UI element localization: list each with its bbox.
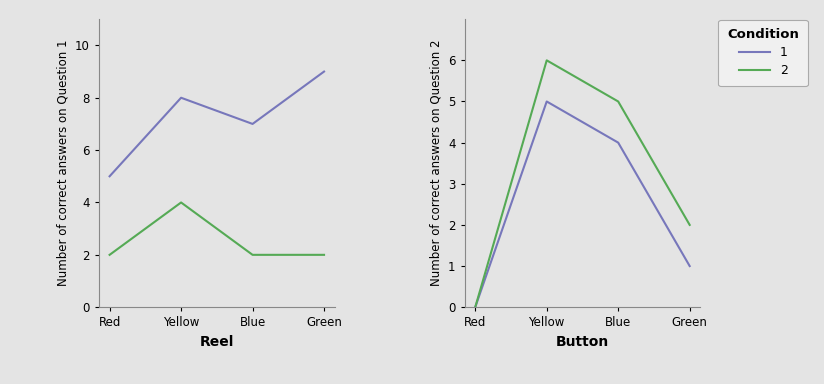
Y-axis label: Number of correct answers on Question 1: Number of correct answers on Question 1: [56, 40, 69, 286]
X-axis label: Button: Button: [556, 335, 609, 349]
Legend: 1, 2: 1, 2: [719, 20, 808, 86]
X-axis label: Reel: Reel: [199, 335, 234, 349]
Y-axis label: Number of correct answers on Question 2: Number of correct answers on Question 2: [429, 40, 442, 286]
